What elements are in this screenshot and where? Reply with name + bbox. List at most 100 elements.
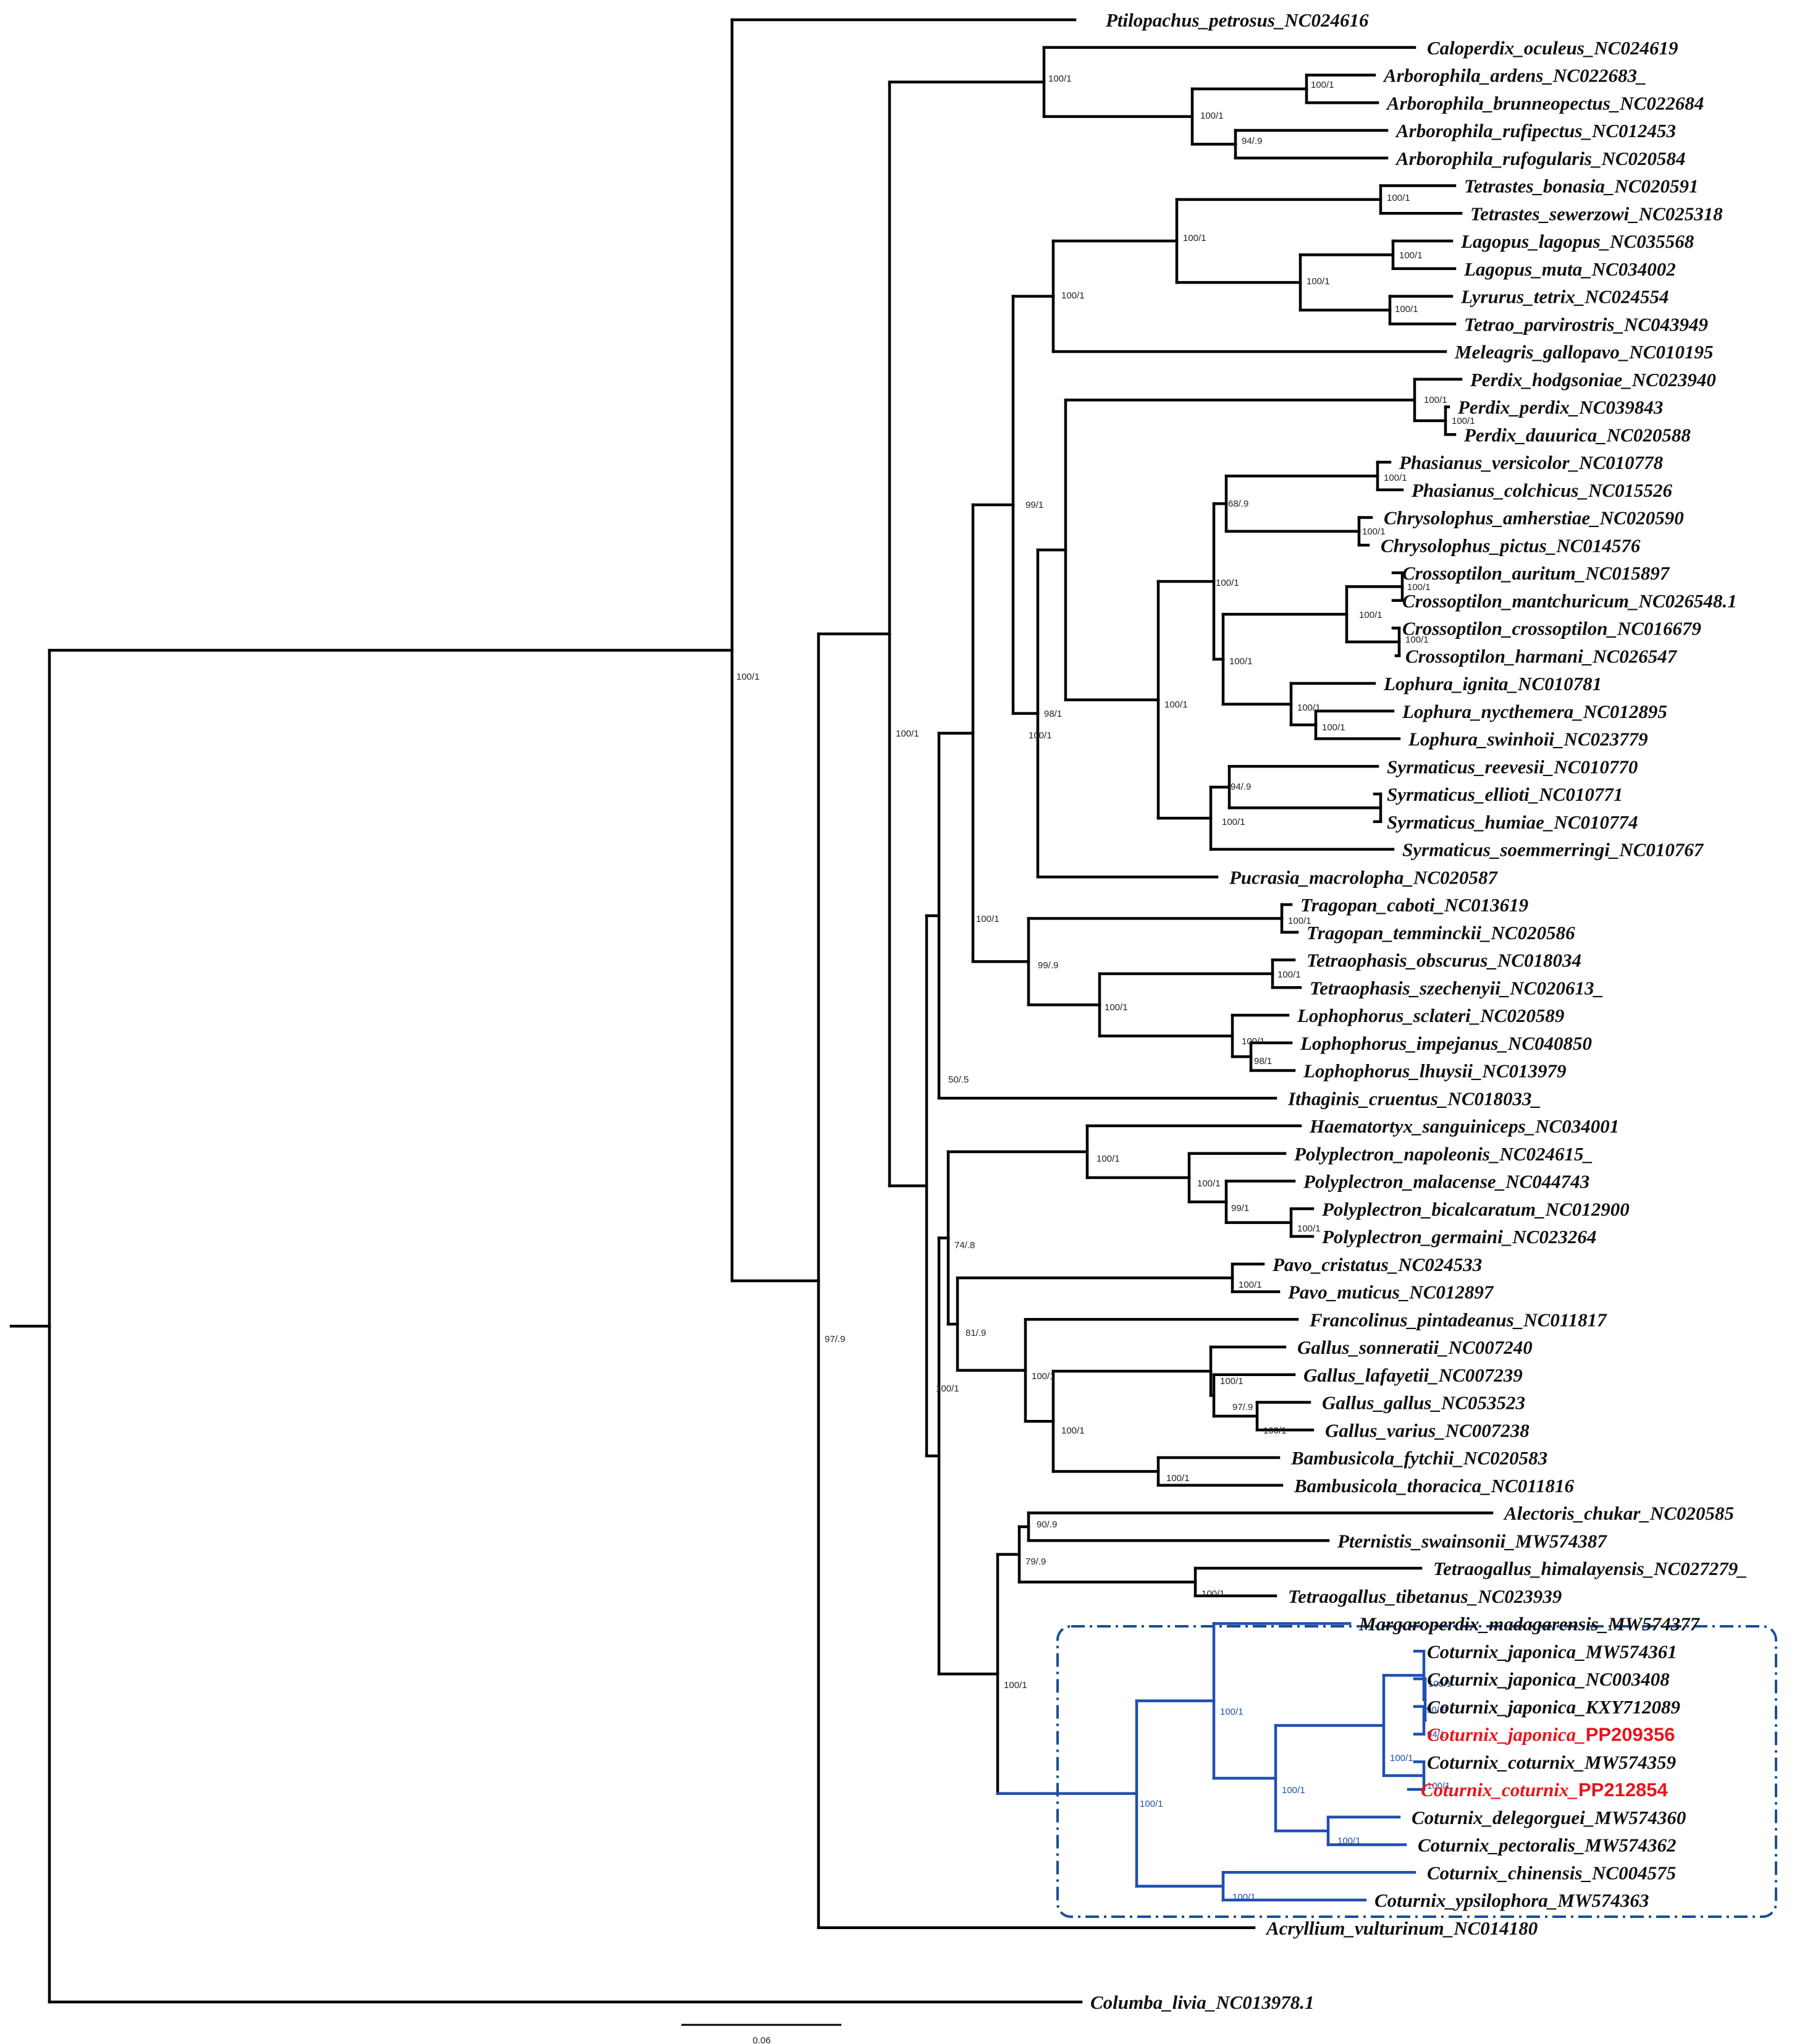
- tip-label: Meleagris_gallopavo_NC010195: [1454, 341, 1714, 363]
- tip-label: Polyplectron_napoleonis_NC024615_: [1294, 1143, 1593, 1165]
- tip-label: Gallus_varius_NC007238: [1325, 1419, 1530, 1441]
- support-value: 90/.9: [1037, 1519, 1057, 1530]
- tip-label: Crossoptilon_crossoptilon_NC016679: [1402, 618, 1701, 640]
- support-value: 100/1: [1105, 1002, 1128, 1013]
- tip-label: Polyplectron_malacense_NC044743: [1303, 1171, 1589, 1193]
- support-value: 100/1: [1229, 656, 1253, 667]
- tip-label: Lophophorus_impejanus_NC040850: [1300, 1033, 1592, 1054]
- tip-label: Chrysolophus_amherstiae_NC020590: [1384, 507, 1684, 529]
- tip-label: Tetrastes_sewerzowi_NC025318: [1470, 203, 1723, 224]
- support-value: 100/1: [1242, 1036, 1265, 1047]
- tip-label: Coturnix_japonica_PP209356: [1427, 1724, 1675, 1746]
- tip-label: Margaroperdix_madagarensis_MW574377: [1358, 1613, 1701, 1635]
- support-value: 100/1: [736, 672, 760, 682]
- tip-label: Pternistis_swainsonii_MW574387: [1337, 1530, 1607, 1552]
- support-value: 50/.5: [948, 1075, 969, 1085]
- support-value: 100/1: [976, 914, 1000, 924]
- support-value: 100/1: [1395, 304, 1418, 315]
- support-value: 97/.9: [825, 1334, 845, 1345]
- tip-label: Gallus_lafayetii_NC007239: [1303, 1364, 1523, 1386]
- tip-label: Coturnix_pectoralis_MW574362: [1418, 1835, 1677, 1856]
- support-value: 100/1: [1048, 74, 1072, 84]
- support-value: 100/1: [1096, 1154, 1120, 1164]
- support-value: 98/1: [1254, 1056, 1272, 1066]
- support-value: 100/1: [936, 1383, 959, 1394]
- support-value: 100/1: [1387, 193, 1410, 203]
- tip-label: Tragopan_caboti_NC013619: [1300, 894, 1528, 916]
- support-value: 99/.9: [1038, 960, 1058, 971]
- tip-label: Crossoptilon_auritum_NC015897: [1402, 562, 1670, 584]
- tip-label: Crossoptilon_harmani_NC026547: [1405, 645, 1678, 667]
- tip-label: Perdix_hodgsoniae_NC023940: [1470, 369, 1716, 391]
- tip-label: Coturnix_delegorguei_MW574360: [1412, 1807, 1686, 1828]
- tip-label-accession: PP209356: [1586, 1724, 1675, 1746]
- support-value: 81/.9: [966, 1328, 986, 1338]
- tip-label: Coturnix_ypsilophora_MW574363: [1374, 1890, 1649, 1911]
- tip-label: Coturnix_chinensis_NC004575: [1427, 1862, 1676, 1883]
- support-value: 100/1: [1428, 1679, 1452, 1689]
- support-value: 100/1: [1197, 1178, 1221, 1189]
- support-value: 100/1: [1362, 526, 1386, 537]
- tip-label: Ithaginis_cruentus_NC018033_: [1287, 1087, 1541, 1109]
- support-value: 98/1: [1044, 709, 1062, 719]
- tip-label: Lophura_nycthemera_NC012895: [1402, 701, 1667, 722]
- support-value: 100/1: [1239, 1280, 1262, 1290]
- tip-label: Lagopus_lagopus_NC035568: [1460, 230, 1694, 252]
- support-value: 100/1: [1061, 290, 1085, 301]
- tip-label: Columba_livia_NC013978.1: [1090, 1991, 1315, 2013]
- tip-label: Coturnix_japonica_NC003408: [1427, 1668, 1670, 1690]
- support-value: 100/1: [1424, 395, 1447, 405]
- tip-label: Pavo_muticus_NC012897: [1287, 1282, 1494, 1303]
- tip-label: Arborophila_rufogularis_NC020584: [1395, 148, 1686, 169]
- support-value: 100/1: [1029, 730, 1052, 741]
- scale-bar-label: 0.06: [752, 2035, 770, 2044]
- support-value: 100/1: [1282, 1785, 1305, 1796]
- support-value: 100/1: [896, 728, 919, 739]
- support-value: 100/1: [1427, 1781, 1450, 1791]
- tip-label: Ptilopachus_petrosus_NC024616: [1105, 9, 1369, 31]
- tip-label: Lophura_swinhoii_NC023779: [1408, 728, 1648, 750]
- support-value: 100/1: [1140, 1799, 1163, 1809]
- tip-label: Lagopus_muta_NC034002: [1463, 258, 1676, 280]
- support-value: 100/1: [1390, 1753, 1413, 1763]
- tip-label: Coturnix_japonica_KXY712089: [1427, 1696, 1680, 1718]
- tip-label: Tetraogallus_tibetanus_NC023939: [1288, 1586, 1562, 1607]
- support-value: 100/1: [1202, 1589, 1225, 1599]
- tip-label: Syrmaticus_humiae_NC010774: [1387, 811, 1638, 833]
- support-value: 100/1: [1061, 1425, 1085, 1436]
- support-value: 79/.9: [1025, 1556, 1046, 1567]
- support-value: 100/1: [1032, 1371, 1055, 1382]
- tip-label: Bambusicola_thoracica_NC011816: [1294, 1475, 1574, 1497]
- tip-label: Gallus_gallus_NC053523: [1322, 1392, 1525, 1414]
- tip-label: Francolinus_pintadeanus_NC011817: [1309, 1309, 1607, 1330]
- tip-label: Tetraophasis_obscurus_NC018034: [1307, 950, 1581, 971]
- tip-label: Crossoptilon_mantchuricum_NC026548.1: [1402, 590, 1737, 612]
- support-value: 100/1: [1297, 1223, 1321, 1234]
- support-value: 94/.9: [1242, 136, 1262, 146]
- support-value: 100/1: [1322, 722, 1345, 733]
- support-value: 100/1: [1222, 817, 1245, 827]
- tip-label: Alectoris_chukar_NC020585: [1503, 1503, 1734, 1524]
- tip-label: Tetraogallus_himalayensis_NC027279_: [1433, 1558, 1748, 1579]
- support-value: 74/.8: [954, 1240, 975, 1251]
- tip-label: Syrmaticus_reevesii_NC010770: [1387, 756, 1638, 777]
- tip-label: Lophophorus_lhuysii_NC013979: [1303, 1060, 1567, 1082]
- support-value: 100/1: [1166, 1473, 1190, 1484]
- tip-label: Phasianus_colchicus_NC015526: [1411, 479, 1673, 501]
- support-value: 100/1: [1288, 916, 1311, 926]
- support-value: 100/1: [1004, 1680, 1027, 1691]
- tip-label: Coturnix_japonica_MW574361: [1427, 1641, 1677, 1662]
- support-value: 97/.9: [1232, 1402, 1253, 1413]
- tip-label: Lophura_ignita_NC010781: [1383, 673, 1602, 695]
- support-value: 100/1: [1220, 1707, 1244, 1717]
- tip-label: Caloperdix_oculeus_NC024619: [1427, 37, 1678, 59]
- support-value: 100/1: [1452, 416, 1475, 426]
- support-value: 100/1: [1307, 276, 1330, 287]
- support-value: 100/1: [1405, 635, 1429, 645]
- tip-label-species: Coturnix_japonica_: [1427, 1724, 1586, 1746]
- tip-label: Coturnix_coturnix_PP212854: [1421, 1779, 1669, 1801]
- support-value: 100/1: [1337, 1836, 1361, 1846]
- tip-label: Lyrurus_tetrix_NC024554: [1460, 286, 1669, 308]
- support-value: 100/1: [1216, 578, 1239, 588]
- tip-label: Pavo_cristatus_NC024533: [1272, 1254, 1482, 1275]
